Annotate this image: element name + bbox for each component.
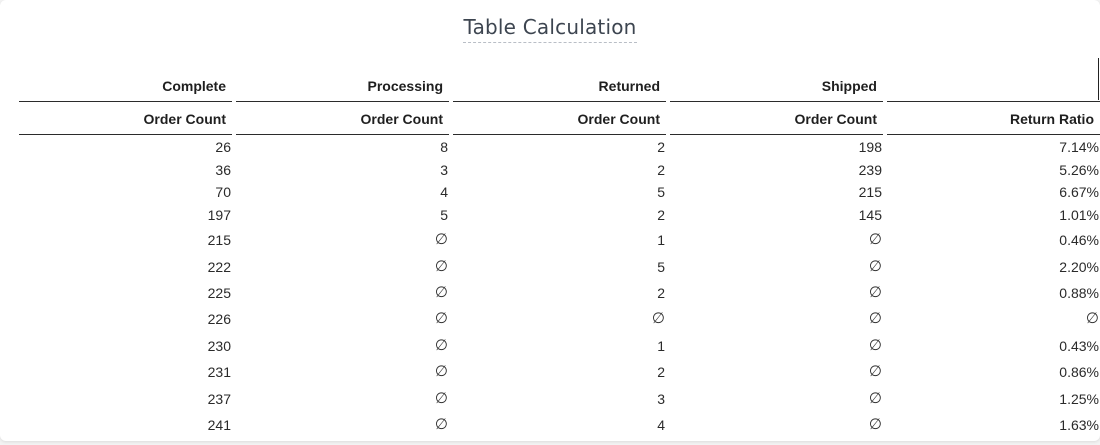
null-value-cell[interactable]: ∅ — [868, 363, 882, 380]
table-cell[interactable]: 0.88% — [1059, 285, 1099, 301]
pivot-header-3[interactable]: Returned — [598, 78, 660, 94]
pivot-header-5[interactable] — [887, 75, 1100, 97]
table-cell[interactable]: 226 — [207, 311, 231, 327]
null-value-cell[interactable]: ∅ — [868, 310, 882, 327]
pivot-header-rule-1 — [19, 101, 232, 102]
null-value-cell[interactable]: ∅ — [651, 310, 665, 327]
table-cell[interactable]: 231 — [207, 364, 231, 380]
null-value-cell[interactable]: ∅ — [434, 284, 448, 301]
table-cell[interactable]: 5.26% — [1059, 162, 1099, 178]
table-cell[interactable]: 237 — [207, 391, 231, 407]
table-cell[interactable]: 2 — [657, 162, 665, 178]
null-value-cell[interactable]: ∅ — [434, 310, 448, 327]
measure-header-rule-1 — [19, 134, 232, 135]
null-value-cell[interactable]: ∅ — [868, 390, 882, 407]
table-cell[interactable]: 5 — [440, 207, 448, 223]
measure-header-rule-2 — [236, 134, 449, 135]
null-value-cell[interactable]: ∅ — [434, 337, 448, 354]
table-cell[interactable]: 1.63% — [1059, 417, 1099, 433]
table-cell[interactable]: 230 — [207, 338, 231, 354]
measure-header-4[interactable]: Order Count — [794, 111, 877, 127]
pivot-header-rule-3 — [453, 101, 666, 102]
table-cell[interactable]: 2 — [657, 207, 665, 223]
pivot-header-rule-4 — [670, 101, 883, 102]
table-cell[interactable]: 241 — [207, 417, 231, 433]
measure-header-rule-3 — [453, 134, 666, 135]
table-row: 226 ∅ ∅ ∅ ∅ — [0, 308, 1100, 330]
table-cell[interactable]: 2 — [657, 139, 665, 155]
table-cell[interactable]: 215 — [207, 232, 231, 248]
table-row: 215 ∅ 1 ∅ 0.46% — [0, 229, 1100, 251]
null-value-cell[interactable]: ∅ — [434, 363, 448, 380]
table-cell[interactable]: 1 — [657, 338, 665, 354]
table-cell[interactable]: 8 — [440, 139, 448, 155]
pivot-header-2[interactable]: Processing — [367, 78, 443, 94]
table-cell[interactable]: 36 — [215, 162, 231, 178]
table-cell[interactable]: 215 — [858, 184, 882, 200]
table-cell[interactable]: 225 — [207, 285, 231, 301]
measure-header-rule-5 — [887, 134, 1100, 135]
table-cell[interactable]: 5 — [657, 259, 665, 275]
pivot-header-row: Complete Processing Returned Shipped — [0, 75, 1100, 97]
title-container: Table Calculation — [0, 15, 1100, 43]
null-value-cell[interactable]: ∅ — [434, 390, 448, 407]
null-value-cell[interactable]: ∅ — [868, 284, 882, 301]
table-cell[interactable]: 197 — [207, 207, 231, 223]
table-row: 70 4 5 215 6.67% — [0, 181, 1100, 203]
table-cell[interactable]: 1.25% — [1059, 391, 1099, 407]
table-cell[interactable]: 198 — [858, 139, 882, 155]
table-cell[interactable]: 2.20% — [1059, 259, 1099, 275]
null-value-cell[interactable]: ∅ — [868, 231, 882, 248]
table-row: 230 ∅ 1 ∅ 0.43% — [0, 335, 1100, 357]
table-cell[interactable]: 6.67% — [1059, 184, 1099, 200]
table-cell[interactable]: 4 — [440, 184, 448, 200]
table-row: 241 ∅ 4 ∅ 1.63% — [0, 414, 1100, 436]
table-row: 237 ∅ 3 ∅ 1.25% — [0, 388, 1100, 410]
null-value-cell[interactable]: ∅ — [868, 337, 882, 354]
table-cell[interactable]: 222 — [207, 259, 231, 275]
measure-header-3[interactable]: Order Count — [577, 111, 660, 127]
measure-header-rule-4 — [670, 134, 883, 135]
pivot-header-rule-2 — [236, 101, 449, 102]
table-row: 36 3 2 239 5.26% — [0, 159, 1100, 181]
table-cell[interactable]: 2 — [657, 364, 665, 380]
table-cell[interactable]: 0.46% — [1059, 232, 1099, 248]
table-cell[interactable]: 0.86% — [1059, 364, 1099, 380]
table-cell[interactable]: 4 — [657, 417, 665, 433]
table-row: 26 8 2 198 7.14% — [0, 136, 1100, 158]
table-cell[interactable]: 145 — [858, 207, 882, 223]
pivot-header-1[interactable]: Complete — [162, 78, 226, 94]
measure-header-2[interactable]: Order Count — [360, 111, 443, 127]
table-cell[interactable]: 7.14% — [1059, 139, 1099, 155]
visualization-title[interactable]: Table Calculation — [463, 15, 637, 43]
table-cell[interactable]: 239 — [858, 162, 882, 178]
measure-header-5[interactable]: Return Ratio — [1010, 111, 1094, 127]
table-row: 197 5 2 145 1.01% — [0, 204, 1100, 226]
null-value-cell[interactable]: ∅ — [434, 231, 448, 248]
null-value-cell[interactable]: ∅ — [434, 258, 448, 275]
measure-header-row: Order Count Order Count Order Count Order C… — [0, 108, 1100, 130]
table-cell[interactable]: 26 — [215, 139, 231, 155]
table-cell[interactable]: 3 — [440, 162, 448, 178]
pivot-header-rule-5 — [887, 101, 1100, 102]
table-cell[interactable]: 1.01% — [1059, 207, 1099, 223]
table-cell[interactable]: 70 — [215, 184, 231, 200]
table-row: 225 ∅ 2 ∅ 0.88% — [0, 282, 1100, 304]
measure-header-1[interactable]: Order Count — [143, 111, 226, 127]
table-cell[interactable]: 0.43% — [1059, 338, 1099, 354]
table-row: 231 ∅ 2 ∅ 0.86% — [0, 361, 1100, 383]
table-cell[interactable]: 5 — [657, 184, 665, 200]
null-value-cell[interactable]: ∅ — [434, 416, 448, 433]
table-cell[interactable]: 1 — [657, 232, 665, 248]
pivot-header-4[interactable]: Shipped — [821, 78, 877, 94]
null-value-cell[interactable]: ∅ — [868, 258, 882, 275]
null-value-cell[interactable]: ∅ — [1085, 310, 1099, 327]
null-value-cell[interactable]: ∅ — [868, 416, 882, 433]
table-cell[interactable]: 2 — [657, 285, 665, 301]
table-row: 222 ∅ 5 ∅ 2.20% — [0, 256, 1100, 278]
column-divider — [1098, 58, 1099, 100]
table-cell[interactable]: 3 — [657, 391, 665, 407]
